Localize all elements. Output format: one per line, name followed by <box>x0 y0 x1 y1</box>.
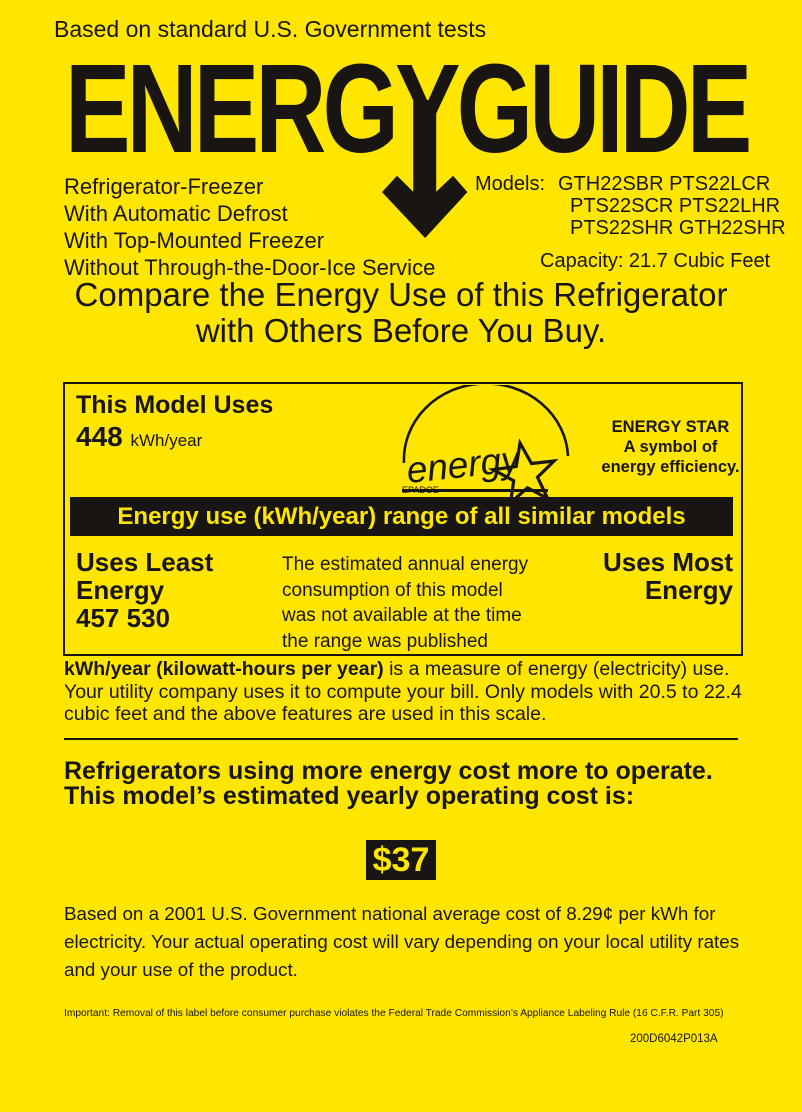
svg-text:energy: energy <box>405 438 524 491</box>
